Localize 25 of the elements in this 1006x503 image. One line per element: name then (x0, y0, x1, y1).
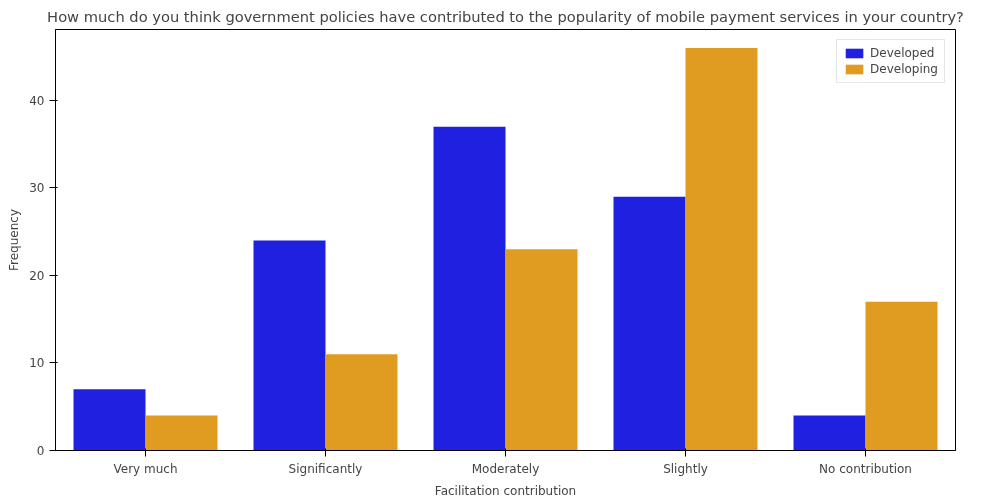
x-tick-label: Slightly (663, 461, 708, 476)
bar (793, 415, 866, 451)
x-axis-title: Facilitation contribution (434, 483, 577, 498)
bar (505, 249, 578, 451)
x-tick-label: Significantly (288, 461, 363, 476)
x-tick-label: Very much (113, 461, 178, 476)
y-tick-label: 40 (29, 93, 45, 108)
y-tick-label: 10 (29, 356, 45, 371)
bar (685, 47, 758, 451)
y-tick-label: 30 (29, 181, 45, 196)
bar (145, 415, 218, 451)
bar (613, 196, 686, 451)
bar (325, 354, 398, 451)
bar (433, 126, 506, 451)
bar (253, 240, 326, 451)
y-axis-title: Frequency (7, 209, 22, 271)
bar (865, 301, 938, 451)
y-tick-label: 20 (29, 268, 45, 283)
y-tick-label: 0 (36, 444, 45, 458)
legend-label: Developed (870, 46, 935, 60)
x-tick-label: Moderately (471, 461, 540, 476)
legend-label: Developing (870, 62, 938, 76)
bar (73, 389, 146, 451)
chart-title: How much do you think government policies have contributed to the popularity of mobile payment services in your country? (47, 7, 964, 25)
x-tick-label: No contribution (819, 461, 912, 476)
